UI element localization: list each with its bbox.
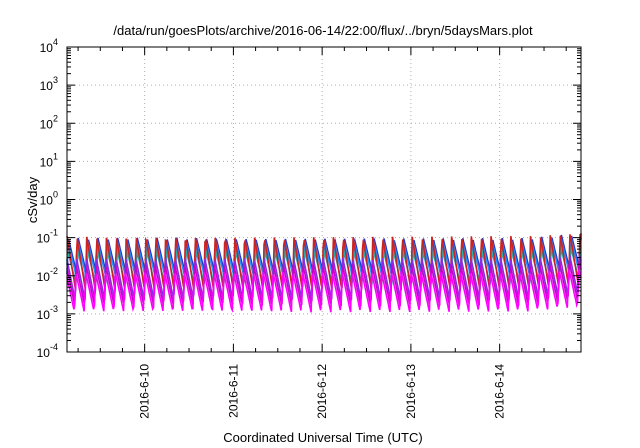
y-tick-label-exponent: -3 <box>50 304 58 314</box>
y-tick-label-exponent: -4 <box>50 342 58 352</box>
x-tick-label: 2016-6-14 <box>493 364 507 419</box>
y-tick-label: 100 <box>40 190 58 208</box>
x-tick-label: 2016-6-11 <box>226 364 240 418</box>
y-tick-label-exponent: 2 <box>53 113 58 123</box>
y-tick-label-exponent: 1 <box>53 151 58 161</box>
y-tick-label-exponent: 3 <box>53 75 58 85</box>
y-tick-label-base: 10 <box>37 270 51 284</box>
y-tick-label-base: 10 <box>40 41 54 55</box>
y-tick-label: 10-2 <box>37 266 58 284</box>
y-tick-label: 103 <box>40 75 58 93</box>
y-tick-label-base: 10 <box>40 155 54 169</box>
y-tick-label-exponent: 0 <box>53 190 58 200</box>
y-tick-label: 104 <box>40 37 58 55</box>
y-tick-label-exponent: -2 <box>50 266 58 276</box>
x-tick-label: 2016-6-13 <box>404 364 418 419</box>
grid-lines <box>67 47 581 352</box>
x-tick-labels: 2016-6-10 2016-6-11 2016-6-12 2016-6-13 2016… <box>138 364 507 419</box>
y-tick-label-base: 10 <box>37 232 51 246</box>
y-tick-label: 101 <box>40 151 58 169</box>
y-tick-label-base: 10 <box>37 346 51 360</box>
chart-title: /data/run/goesPlots/archive/2016-06-14/2… <box>113 23 533 38</box>
series-line-7 <box>66 267 582 313</box>
y-tick-label: 10-4 <box>37 342 58 360</box>
x-tick-label: 2016-6-10 <box>138 364 152 419</box>
y-tick-label-base: 10 <box>37 308 51 322</box>
y-tick-label: 10-1 <box>37 228 58 246</box>
x-axis-label: Coordinated Universal Time (UTC) <box>223 430 422 445</box>
y-tick-label-exponent: -1 <box>50 228 58 238</box>
y-tick-label-base: 10 <box>40 194 54 208</box>
x-tick-label: 2016-6-12 <box>315 364 329 419</box>
y-axis-label: cSv/day <box>25 176 40 223</box>
y-tick-label-exponent: 4 <box>53 37 58 47</box>
series-line-5 <box>66 254 582 302</box>
series-line-4 <box>66 233 582 292</box>
y-tick-label-base: 10 <box>40 79 54 93</box>
y-tick-label-base: 10 <box>40 117 54 131</box>
series-line-6 <box>66 261 582 307</box>
data-series <box>66 233 582 313</box>
y-tick-label: 102 <box>40 113 58 131</box>
axis-ticks <box>67 46 581 353</box>
y-tick-label: 10-3 <box>37 304 58 322</box>
